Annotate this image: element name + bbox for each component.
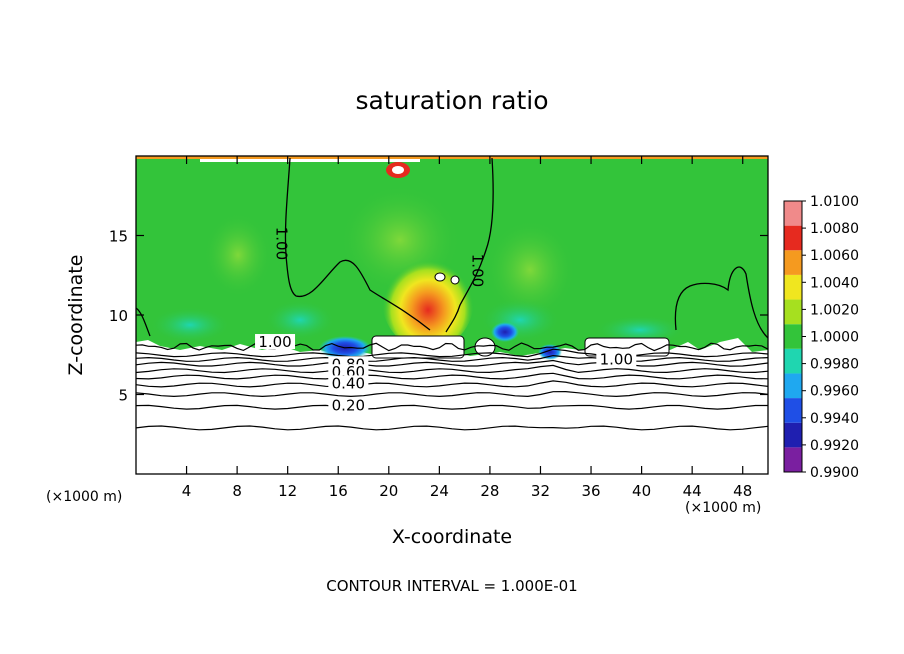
heatmap-field (136, 156, 768, 360)
contour-labels: 1.001.001.001.000.800.600.400.20 (255, 227, 637, 415)
hole-small (474, 337, 496, 357)
colorbar-swatch (784, 348, 802, 374)
blue-patch-2 (491, 322, 519, 342)
contour-label-bg (255, 334, 296, 350)
top-rim-orange (136, 156, 768, 159)
contour-line (135, 359, 769, 367)
x-tick-label: 8 (232, 482, 242, 500)
supersaturation-core (382, 250, 474, 350)
contour-label: 0.20 (332, 397, 365, 415)
x-tick-label: 44 (683, 482, 702, 500)
contour-label-bg (596, 351, 637, 367)
contour-line (135, 380, 769, 388)
colorbar-label: 1.0100 (810, 194, 859, 210)
colorbar-swatch (784, 422, 802, 448)
chart-title: saturation ratio (355, 86, 549, 115)
colorbar-swatch (784, 274, 802, 300)
hole-spot-1 (434, 272, 446, 282)
colorbar-label: 0.9960 (810, 384, 859, 400)
colorbar-label: 0.9920 (810, 438, 859, 454)
colorbar-label: 0.9900 (810, 465, 859, 481)
x-tick-label: 24 (430, 482, 449, 500)
contour-line (135, 390, 769, 398)
contour-line (135, 354, 769, 362)
x-unit-label-right: (×1000 m) (685, 500, 762, 516)
teal-patch-1 (150, 307, 230, 343)
x-tick-label: 32 (531, 482, 550, 500)
colorbar-swatch (784, 324, 802, 349)
contour-label: 0.40 (332, 374, 365, 392)
contour-label: 1.00 (468, 254, 486, 287)
contour-label-bg (328, 397, 369, 413)
colorbar-label: 1.0080 (810, 221, 859, 237)
x-unit-label-left: (×1000 m) (46, 489, 123, 505)
colorbar-label: 1.0000 (810, 330, 859, 346)
colorbar-swatch (784, 225, 802, 251)
x-tick-label: 16 (329, 482, 348, 500)
x-tick-label: 48 (733, 482, 752, 500)
x-tick-label: 36 (581, 482, 600, 500)
hole-spot-2 (450, 275, 460, 285)
x-tick-label: 28 (480, 482, 499, 500)
teal-patch-2 (265, 300, 335, 340)
contour-line (135, 425, 769, 431)
contour-label: 1.00 (272, 227, 290, 260)
top-red-patch-core (392, 166, 404, 174)
colorbar-label: 1.0040 (810, 275, 859, 291)
contour-label: 1.00 (258, 333, 291, 351)
colorbar-label: 0.9980 (810, 357, 859, 373)
y-tick-label: 5 (118, 387, 128, 405)
contour-1-00-left-edge (136, 307, 151, 337)
y-tick-label: 10 (109, 307, 128, 325)
contour-lines (135, 342, 769, 431)
contour-label: 1.00 (600, 351, 633, 369)
top-rim-white (200, 159, 420, 162)
contour-line (135, 348, 769, 358)
contour-label-bg (328, 375, 369, 391)
y-axis-label: Z-coordinate (65, 254, 87, 376)
contour-interval-note: CONTOUR INTERVAL = 1.000E-01 (326, 577, 578, 595)
colorbar-label: 1.0060 (810, 248, 859, 264)
contour-line (135, 404, 768, 410)
colorbar-swatch (784, 201, 802, 226)
x-tick-label: 12 (278, 482, 297, 500)
x-tick-label: 4 (182, 482, 192, 500)
y-ticks: 5 10 15 (109, 228, 768, 405)
colorbar-swatch (784, 447, 802, 472)
plume-right (485, 220, 575, 320)
contour-line (135, 364, 769, 374)
y-tick-label: 15 (109, 228, 128, 246)
colorbar-swatch (784, 250, 802, 275)
x-tick-label: 20 (379, 482, 398, 500)
x-tick-label: 40 (632, 482, 651, 500)
colorbar-label: 0.9940 (810, 411, 859, 427)
x-ticks: 4 8 12 16 20 24 28 32 36 40 44 48 (182, 156, 752, 500)
x-axis-label: X-coordinate (391, 526, 513, 548)
contour-line (135, 372, 769, 380)
colorbar-swatch (784, 398, 802, 423)
colorbar-swatch (784, 373, 802, 399)
contour-1-00-left (284, 157, 431, 331)
contour-1-00-right (445, 157, 494, 333)
colorbar-label: 1.0020 (810, 302, 859, 318)
cloud-base-contour (135, 342, 769, 352)
colorbar-swatch (784, 299, 802, 325)
colorbar: 0.9900 0.9920 0.9940 0.9960 0.9980 1.0000 1.00… (783, 194, 859, 481)
contour-1-00-right-edge (674, 266, 768, 339)
plume-left (204, 213, 272, 297)
